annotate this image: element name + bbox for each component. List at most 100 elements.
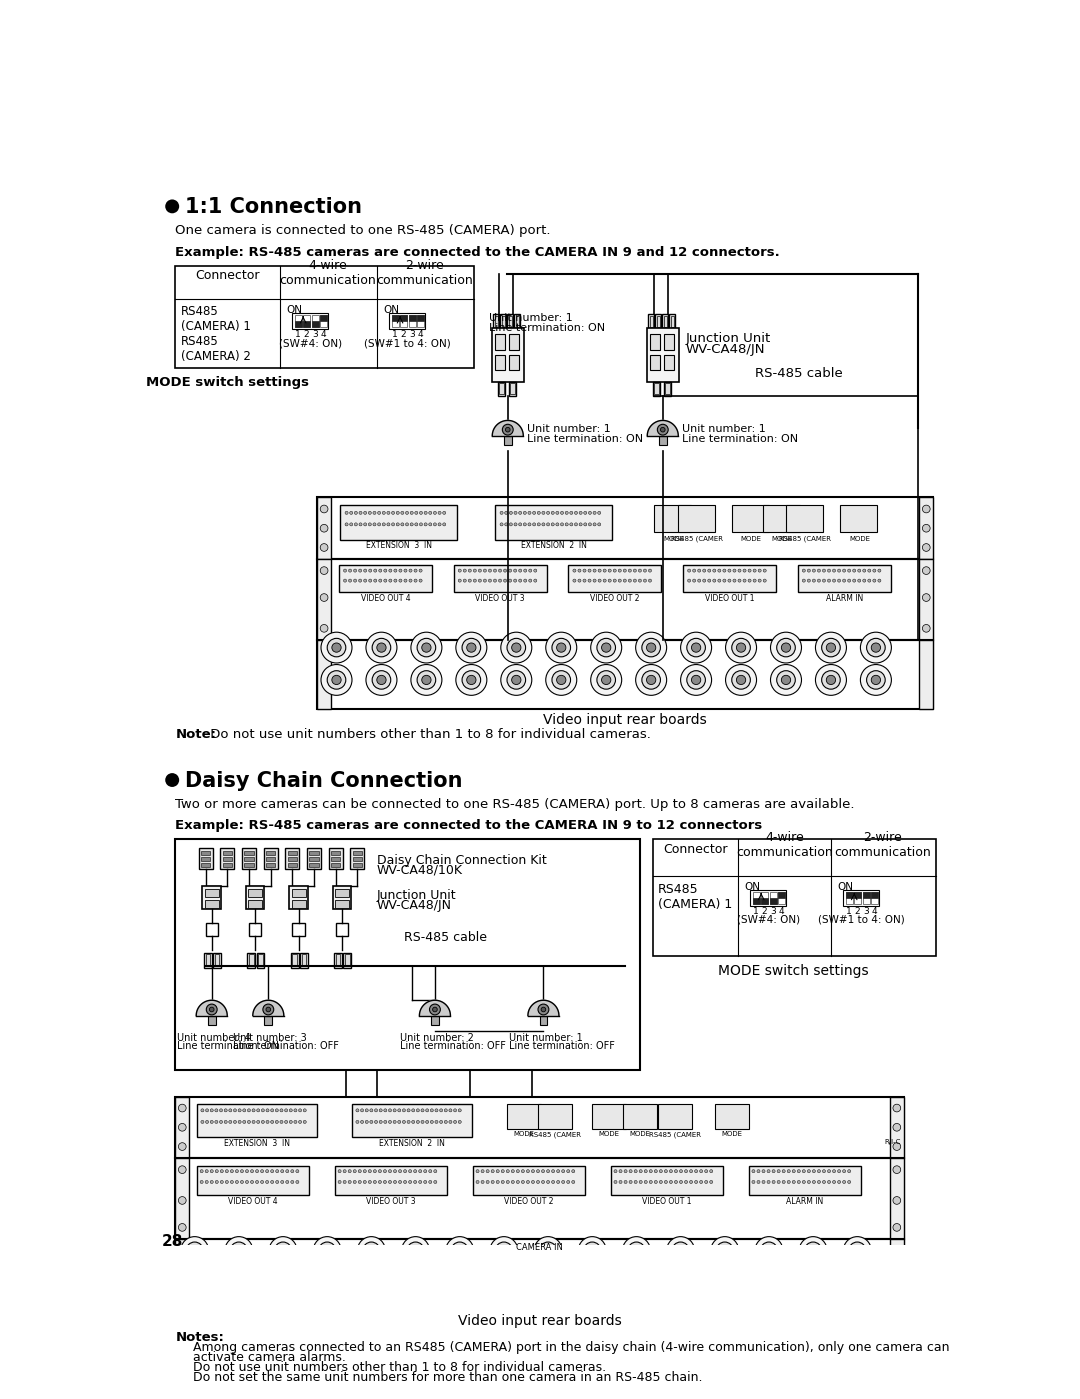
Circle shape [861,632,891,663]
Text: ALARM IN: ALARM IN [786,1196,823,1206]
Circle shape [818,1181,821,1184]
Bar [339,565,432,592]
Circle shape [449,1121,451,1123]
Circle shape [449,1109,451,1112]
Circle shape [687,638,705,656]
Circle shape [321,567,328,575]
Circle shape [382,523,386,526]
Circle shape [446,1237,474,1265]
Circle shape [837,569,840,572]
Circle shape [230,1170,233,1172]
Circle shape [922,624,930,632]
Text: R/I-C: R/I-C [885,1139,901,1144]
Circle shape [230,1242,247,1259]
Bar [202,887,221,909]
Circle shape [613,579,617,582]
Circle shape [624,1170,627,1172]
Circle shape [537,1170,540,1172]
Circle shape [514,523,517,526]
Circle shape [723,579,726,582]
Circle shape [382,511,386,515]
Circle shape [215,1109,218,1112]
Circle shape [350,511,353,515]
Circle shape [486,1170,489,1172]
Circle shape [760,1274,778,1291]
Circle shape [281,1170,284,1172]
Circle shape [842,579,846,582]
Circle shape [410,511,414,515]
Circle shape [321,544,328,551]
Circle shape [366,632,397,663]
Circle shape [359,569,362,572]
Circle shape [219,1121,222,1123]
Circle shape [642,638,661,656]
Circle shape [685,1181,688,1184]
Bar [242,848,256,869]
Circle shape [481,1170,484,1172]
Circle shape [619,1170,622,1172]
Bar [786,505,823,532]
Circle shape [178,1224,186,1231]
Text: ON: ON [837,881,853,891]
Circle shape [251,1170,254,1172]
Text: RS-485 cable: RS-485 cable [755,367,842,379]
Circle shape [648,569,651,572]
Circle shape [215,1181,218,1184]
Circle shape [753,579,756,582]
Text: WV-CA48/10K: WV-CA48/10K [377,865,463,877]
Circle shape [348,1181,351,1184]
Bar [328,848,342,869]
Bar [840,505,877,532]
Circle shape [235,1247,243,1255]
Text: Junction Unit: Junction Unit [685,332,770,346]
Circle shape [414,579,417,582]
Text: 2: 2 [401,330,406,340]
Circle shape [664,1181,667,1184]
Bar [197,1165,309,1195]
Circle shape [458,1121,461,1123]
Circle shape [613,1181,617,1184]
Circle shape [597,523,600,526]
Circle shape [644,579,647,582]
Circle shape [679,1181,683,1184]
Circle shape [827,1170,831,1172]
Bar [663,334,674,350]
Text: RS485
(CAMERA) 1
RS485
(CAMERA) 2: RS485 (CAMERA) 1 RS485 (CAMERA) 2 [180,305,251,362]
Circle shape [338,1181,341,1184]
Circle shape [509,569,512,572]
Circle shape [229,1121,232,1123]
Circle shape [922,505,930,513]
Circle shape [511,1181,514,1184]
Circle shape [389,1170,392,1172]
Circle shape [833,579,836,582]
Circle shape [247,1121,251,1123]
Circle shape [826,644,836,652]
Bar [175,1158,189,1240]
Circle shape [357,1269,386,1297]
Circle shape [893,1123,901,1132]
Text: MODE: MODE [514,1132,535,1137]
Circle shape [718,569,721,572]
Circle shape [410,632,442,663]
Bar [408,315,416,327]
Circle shape [279,1279,287,1287]
Circle shape [419,523,422,526]
Circle shape [922,525,930,532]
Circle shape [618,579,621,582]
Circle shape [692,579,696,582]
Circle shape [748,579,751,582]
Circle shape [781,644,791,652]
Circle shape [713,569,716,572]
Bar [318,498,933,560]
Text: 2-wire
communication: 2-wire communication [835,831,931,859]
Text: ON: ON [286,305,302,315]
Bar [300,953,308,968]
Circle shape [597,670,616,690]
Circle shape [296,1181,299,1184]
Circle shape [356,1121,359,1123]
Circle shape [733,579,735,582]
Circle shape [647,676,656,684]
Circle shape [374,1170,377,1172]
Polygon shape [528,1000,559,1016]
Circle shape [526,1170,529,1172]
